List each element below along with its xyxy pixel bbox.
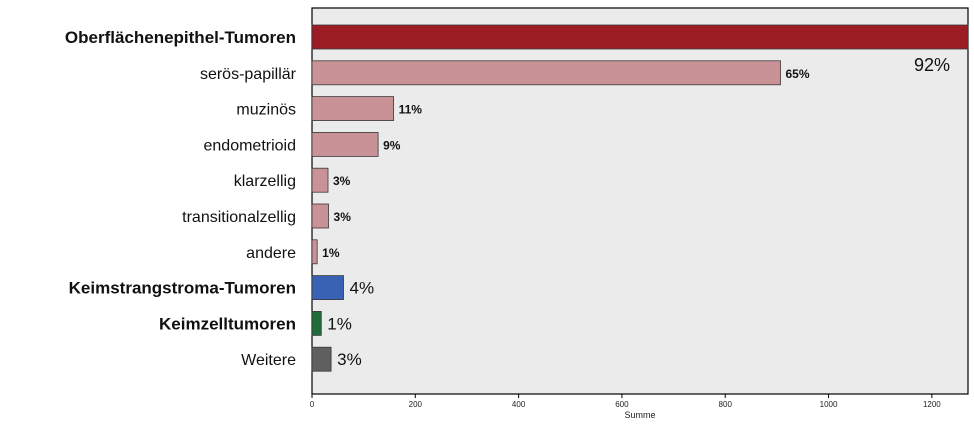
data-label-10: 3% xyxy=(337,350,362,369)
x-tick-label-5: 800 xyxy=(719,400,733,409)
bar-5 xyxy=(311,167,329,193)
data-label-2: 65% xyxy=(785,67,809,81)
category-label-8: Keimstrangstroma-Tumoren xyxy=(69,279,296,298)
data-label-9: 1% xyxy=(327,314,352,333)
category-label-7: andere xyxy=(246,245,296,262)
data-label-8: 4% xyxy=(350,279,375,298)
x-tick-label-7: 1200 xyxy=(923,400,941,409)
category-label-3: muzinös xyxy=(236,102,296,119)
x-tick-label-4: 600 xyxy=(615,400,629,409)
category-label-9: Keimzelltumoren xyxy=(159,314,296,333)
category-label-4: endometrioid xyxy=(204,137,297,154)
x-tick-label-3: 400 xyxy=(512,400,526,409)
bar-7 xyxy=(311,239,318,265)
category-label-1: Oberflächenepithel-Tumoren xyxy=(65,28,296,47)
category-label-2: serös-papillär xyxy=(200,66,297,83)
category-label-6: transitionalzellig xyxy=(182,209,296,226)
data-label-3: 11% xyxy=(399,103,423,117)
bar-4 xyxy=(311,131,379,157)
data-label-6: 3% xyxy=(334,210,352,224)
x-axis: 0 200 400 600 800 1000 1200 xyxy=(310,394,941,409)
bar-1 xyxy=(311,24,969,50)
bar-8 xyxy=(311,275,344,301)
data-label-4: 9% xyxy=(383,138,401,152)
bar-9 xyxy=(311,310,322,336)
data-label-1: 92% xyxy=(914,55,950,75)
category-label-10: Weitere xyxy=(241,352,296,369)
x-axis-label: Summe xyxy=(624,410,655,420)
data-label-5: 3% xyxy=(333,174,351,188)
bars-group xyxy=(311,24,969,372)
x-tick-label-6: 1000 xyxy=(820,400,838,409)
data-labels: 92% 65% 11% 9% 3% 3% 1% 4% 1% 3% xyxy=(322,55,950,369)
data-label-7: 1% xyxy=(322,246,340,260)
bar-2 xyxy=(311,60,781,86)
x-tick-label-2: 200 xyxy=(409,400,423,409)
bar-3 xyxy=(311,96,395,121)
category-label-5: klarzellig xyxy=(234,173,296,190)
bar-10 xyxy=(311,346,332,372)
bar-6 xyxy=(311,203,329,229)
x-tick-label-1: 0 xyxy=(310,400,315,409)
category-labels: Oberflächenepithel-Tumoren serös-papillär… xyxy=(65,28,297,369)
